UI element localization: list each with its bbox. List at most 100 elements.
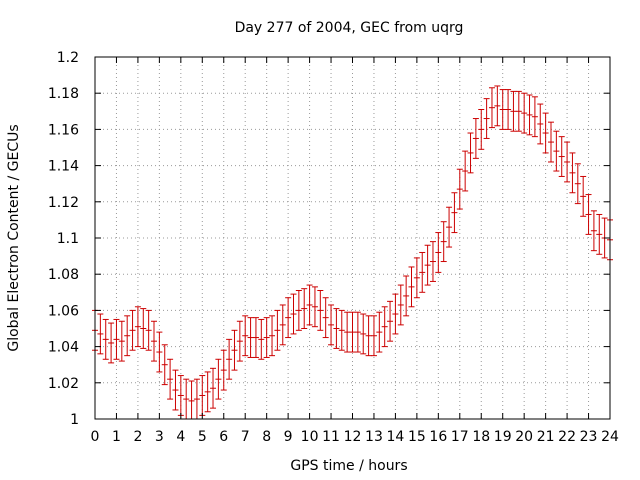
data-point	[510, 90, 517, 132]
data-point	[156, 331, 163, 373]
data-point	[483, 98, 490, 139]
data-point	[531, 96, 538, 138]
x-tick-label: 7	[241, 429, 250, 445]
x-tick-label: 18	[472, 429, 490, 445]
y-tick-label: 1.08	[48, 267, 79, 283]
data-point	[537, 103, 544, 145]
data-point	[247, 317, 254, 358]
data-point	[220, 349, 227, 391]
x-tick-label: 15	[408, 429, 426, 445]
data-point	[306, 284, 313, 326]
data-point	[574, 163, 581, 205]
data-point	[408, 266, 415, 308]
x-tick-label: 21	[537, 429, 555, 445]
y-tick-label: 1.16	[48, 122, 79, 138]
data-point	[392, 293, 399, 335]
data-point	[317, 289, 324, 331]
data-point	[322, 297, 329, 339]
y-tick-label: 1.12	[48, 195, 79, 211]
data-point	[124, 315, 131, 357]
data-point	[210, 367, 217, 409]
data-point	[580, 175, 587, 217]
data-point	[102, 318, 109, 360]
data-point	[338, 309, 345, 351]
y-tick-label: 1.14	[48, 159, 79, 175]
x-tick-label: 4	[176, 429, 185, 445]
data-point	[252, 317, 259, 358]
data-point	[236, 320, 243, 362]
data-point	[387, 300, 394, 342]
data-point	[435, 232, 442, 273]
data-point	[440, 221, 447, 263]
data-point	[542, 112, 549, 154]
data-point	[564, 141, 571, 183]
y-tick-label: 1.2	[57, 50, 79, 66]
error-bars	[92, 85, 613, 419]
x-tick-label: 13	[365, 429, 383, 445]
x-tick-label: 22	[558, 429, 576, 445]
y-tick-label: 1.06	[48, 303, 79, 319]
data-point	[231, 329, 238, 371]
data-point	[129, 309, 136, 351]
y-tick-label: 1.18	[48, 86, 79, 102]
x-tick-label: 10	[301, 429, 319, 445]
x-tick-label: 14	[387, 429, 405, 445]
x-tick-label: 5	[198, 429, 207, 445]
data-point	[376, 311, 383, 353]
data-point	[381, 306, 388, 348]
data-point	[311, 286, 318, 328]
x-tick-label: 0	[91, 429, 100, 445]
y-tick-label: 1	[70, 412, 79, 428]
y-tick-labels: 1 1.02 1.04 1.06 1.08 1.1 1.12 1.14 1.16 1.18 1.2	[48, 50, 79, 428]
data-point	[344, 311, 351, 353]
data-point	[215, 358, 222, 400]
data-point	[295, 289, 302, 331]
data-point	[167, 358, 174, 400]
data-point	[333, 308, 340, 349]
data-point	[258, 318, 265, 360]
data-point	[242, 315, 249, 357]
data-point	[188, 380, 195, 419]
x-tick-label: 9	[284, 429, 293, 445]
data-point	[419, 251, 426, 293]
data-point	[370, 315, 377, 357]
data-point	[290, 293, 297, 335]
data-point	[140, 308, 147, 349]
data-point	[462, 150, 469, 192]
data-point	[472, 118, 479, 159]
data-point	[354, 311, 361, 353]
data-point	[365, 315, 372, 357]
y-tick-label: 1.02	[48, 376, 79, 392]
data-point	[488, 87, 495, 129]
x-tick-label: 24	[601, 429, 619, 445]
data-point	[349, 311, 356, 353]
data-point	[553, 130, 560, 172]
x-tick-label: 8	[262, 429, 271, 445]
data-point	[478, 108, 485, 150]
data-point	[446, 206, 453, 248]
data-point	[183, 378, 190, 419]
data-point	[269, 315, 276, 357]
x-tick-label: 12	[344, 429, 362, 445]
x-tick-label: 2	[133, 429, 142, 445]
data-point	[467, 132, 474, 174]
data-point	[569, 152, 576, 194]
data-point	[494, 85, 501, 127]
data-point	[397, 284, 404, 326]
chart-title: Day 277 of 2004, GEC from uqrg	[235, 20, 464, 36]
data-point	[285, 297, 292, 339]
data-point	[429, 241, 436, 282]
data-point	[547, 121, 554, 163]
data-point	[596, 213, 603, 255]
x-tick-label: 19	[494, 429, 512, 445]
data-point	[274, 309, 281, 351]
data-point	[585, 194, 592, 235]
data-point	[521, 92, 528, 134]
x-axis-label: GPS time / hours	[290, 458, 407, 474]
y-tick-label: 1.04	[48, 340, 79, 356]
ticks	[94, 56, 611, 420]
data-point	[360, 313, 367, 355]
data-point	[263, 317, 270, 358]
